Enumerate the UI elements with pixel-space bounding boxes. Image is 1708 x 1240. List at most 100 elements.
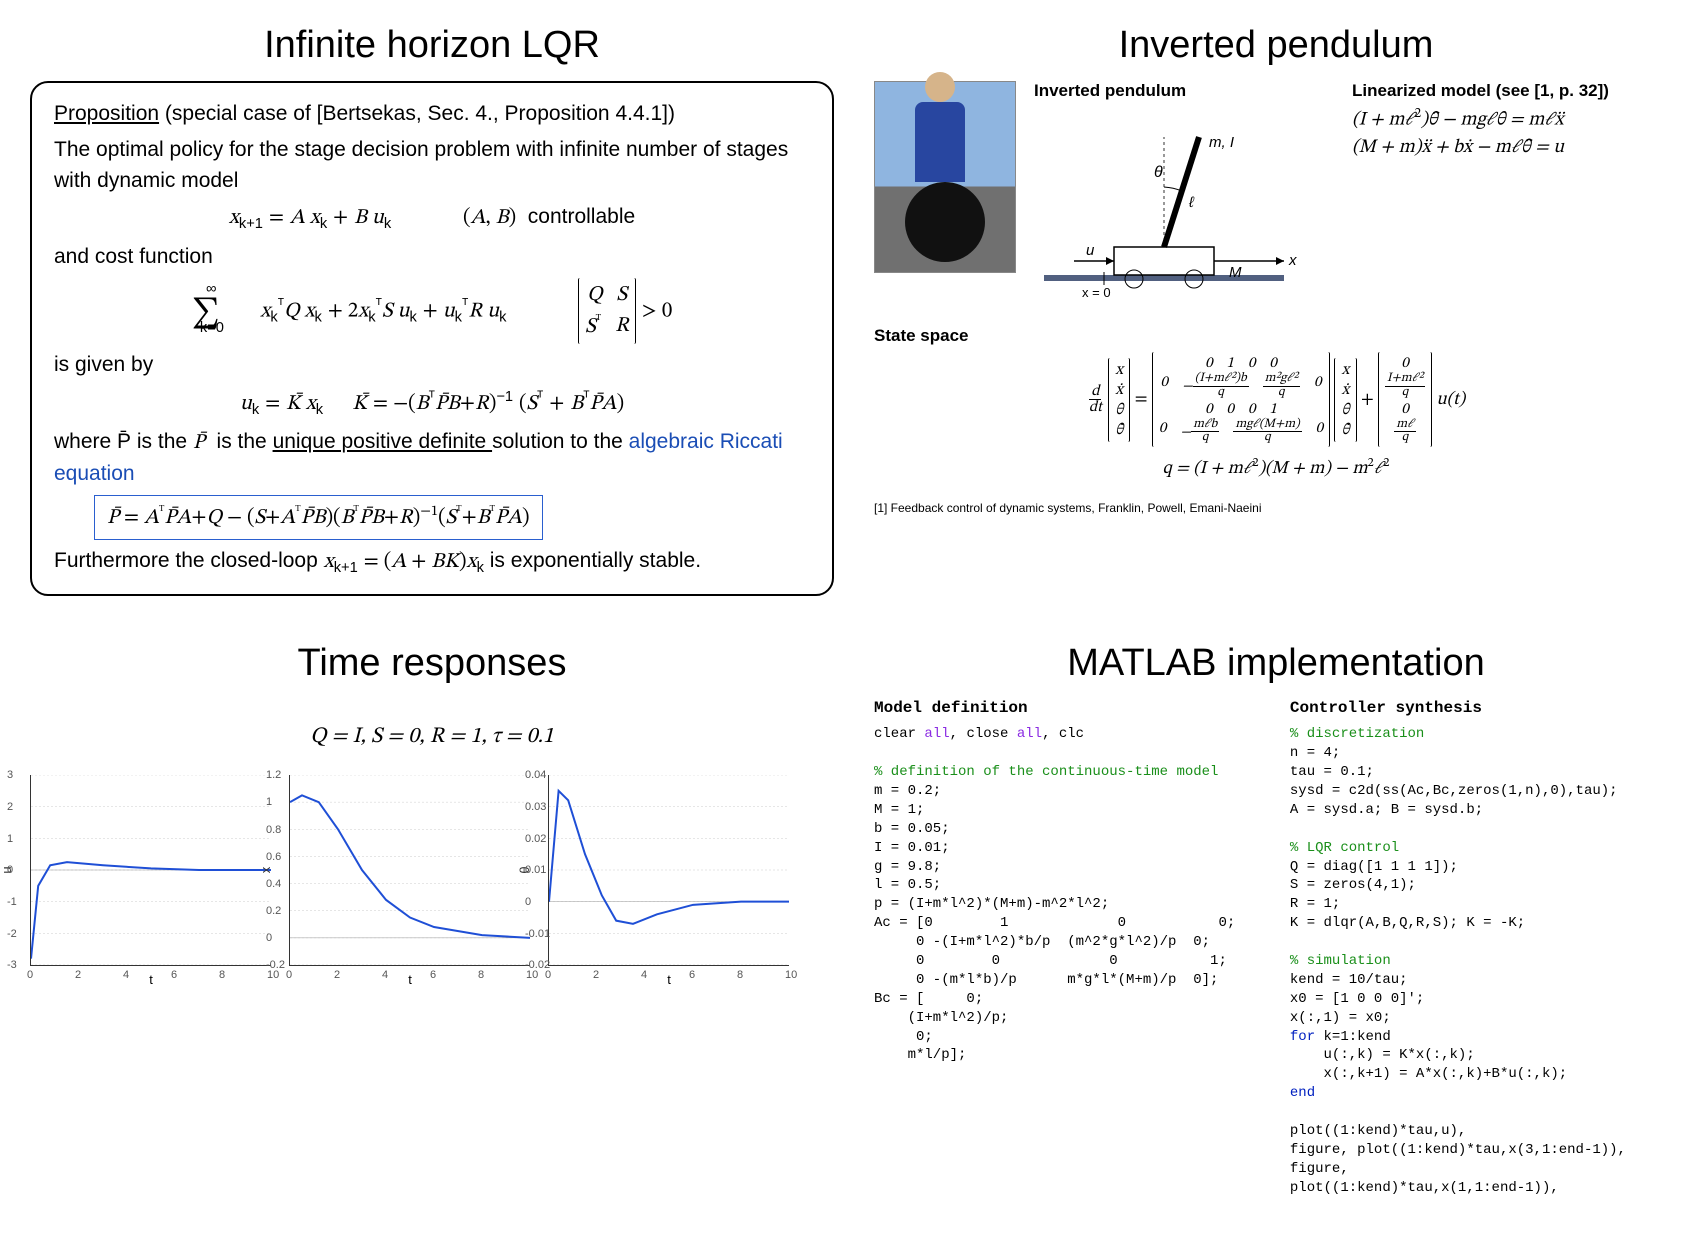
segway-head-icon	[925, 72, 955, 102]
solution-to: solution to the	[492, 430, 629, 453]
xtick: 4	[382, 969, 388, 981]
code-token: for	[1290, 1029, 1315, 1045]
plot-xlabel: t	[149, 972, 153, 987]
ytick: -0.2	[266, 959, 285, 971]
ytick: -3	[7, 959, 17, 971]
ytick: 0.04	[525, 769, 546, 781]
ytick: 3	[7, 769, 13, 781]
segway-wheel-icon	[905, 182, 985, 262]
panel-lqr: Infinite horizon LQR Proposition (specia…	[30, 20, 834, 618]
code-col-right: Controller synthesis % discretization n …	[1290, 699, 1676, 1197]
code-token: n = 4; tau = 0.1; sysd = c2d(ss(Ac,Bc,ze…	[1290, 745, 1618, 818]
xtick: 0	[27, 969, 33, 981]
ytick: 1	[266, 796, 272, 808]
svg-text:ℓ: ℓ	[1188, 194, 1195, 211]
ytick: 1	[7, 833, 13, 845]
code-token: kend = 10/tau; x0 = [1 0 0 0]'; x(:,1) =…	[1290, 972, 1424, 1026]
ss-title: State space	[874, 326, 1678, 346]
pendulum-top-row: Inverted pendulum u x M	[874, 81, 1678, 312]
svg-text:M: M	[1229, 264, 1242, 281]
xtick: 2	[75, 969, 81, 981]
code-token: all	[1017, 726, 1042, 742]
ytick: 0.2	[266, 905, 281, 917]
svg-text:x = 0: x = 0	[1082, 285, 1111, 300]
code-left: clear all, close all, clc % definition o…	[874, 725, 1260, 1065]
xtick: 6	[689, 969, 695, 981]
where-p-a: where P̄ is the	[54, 430, 193, 453]
ytick: 0.01	[525, 864, 546, 876]
where-p: where P̄ is the P̄ is the unique positiv…	[54, 427, 810, 489]
code-token: k=1:kend u(:,k) = K*x(:,k); x(:,k+1) = A…	[1290, 1029, 1567, 1083]
ytick: 0.03	[525, 801, 546, 813]
lin-eq1: (I + mℓ2)θ̈ − mgℓθ = mℓẍ	[1352, 107, 1609, 132]
cost-eq: ∑k=0∞ xkᵀQ xk + 2xkᵀS uk + ukᵀR uk QS Sᵀ…	[54, 278, 810, 344]
code-token: % discretization	[1290, 726, 1424, 742]
xtick: 8	[478, 969, 484, 981]
plot-1: xt-0.200.20.40.60.811.20246810	[289, 775, 530, 966]
xtick: 2	[593, 969, 599, 981]
code-token: clear	[874, 726, 924, 742]
ytick: -2	[7, 928, 17, 940]
ytick: 0.02	[525, 833, 546, 845]
segway-photo	[874, 81, 1016, 273]
controllable-text: controllable	[528, 205, 635, 228]
xtick: 10	[785, 969, 797, 981]
citation: [1] Feedback control of dynamic systems,…	[874, 501, 1678, 515]
xtick: 0	[286, 969, 292, 981]
code-token: plot((1:kend)*tau,u), figure, plot((1:ke…	[1290, 1123, 1626, 1196]
proposition-word: Proposition	[54, 102, 159, 125]
code-token: % definition of the continuous-time mode…	[874, 764, 1218, 780]
ytick: 0.6	[266, 851, 281, 863]
svg-text:u: u	[1086, 242, 1095, 259]
panel-pendulum: Inverted pendulum Inverted pendulum	[874, 20, 1678, 618]
code-token: , clc	[1042, 726, 1084, 742]
xtick: 6	[430, 969, 436, 981]
matlab-columns: Model definition clear all, close all, c…	[874, 699, 1678, 1197]
svg-text:θ: θ	[1154, 164, 1163, 181]
ytick: 0.4	[266, 878, 281, 890]
xtick: 8	[737, 969, 743, 981]
time-title: Time responses	[30, 642, 834, 685]
proposition-header: Proposition (special case of [Bertsekas,…	[54, 99, 810, 129]
u-eq: uk = K̄ xk K̄ = −(BᵀP̄B+R)−1 (Sᵀ + BᵀP̄A…	[54, 387, 810, 422]
matlab-title: MATLAB implementation	[874, 642, 1678, 685]
pendulum-diagram: Inverted pendulum u x M	[1034, 81, 1314, 312]
plot-0: ut-3-2-101230246810	[30, 775, 271, 966]
state-space-eq: ddt xẋθθ̇ = 0100 0−(I+mℓ²)bqm²gℓ²q0 0001…	[874, 352, 1678, 447]
right-code-title: Controller synthesis	[1290, 699, 1676, 717]
pendulum-svg: u x M x = 0 θ m, I	[1034, 107, 1314, 307]
left-code-title: Model definition	[874, 699, 1260, 717]
furthermore-c: is exponentially stable.	[490, 549, 701, 572]
ytick: 2	[7, 801, 13, 813]
pendulum-title: Inverted pendulum	[874, 24, 1678, 67]
xtick: 2	[334, 969, 340, 981]
proposition-box: Proposition (special case of [Bertsekas,…	[30, 81, 834, 596]
lin-title: Linearized model (see [1, p. 32])	[1352, 81, 1609, 101]
plots-row: ut-3-2-101230246810xt-0.200.20.40.60.811…	[30, 775, 834, 966]
q-def: q = (I + mℓ2)(M + m) − m2ℓ2	[874, 455, 1678, 481]
xtick: 4	[641, 969, 647, 981]
code-token: % simulation	[1290, 953, 1391, 969]
xtick: 8	[219, 969, 225, 981]
ytick: 1.2	[266, 769, 281, 781]
diagram-title: Inverted pendulum	[1034, 81, 1314, 101]
unique-pd: unique positive definite	[273, 430, 493, 453]
code-token: end	[1290, 1085, 1315, 1101]
plot-xlabel: t	[408, 972, 412, 987]
and-cost: and cost function	[54, 242, 810, 272]
svg-text:m, I: m, I	[1209, 134, 1234, 151]
slide-grid: Infinite horizon LQR Proposition (specia…	[0, 0, 1708, 1240]
code-token: , close	[950, 726, 1017, 742]
time-params: Q = I, S = 0, R = 1, τ = 0.1	[30, 723, 834, 751]
is-given-by: is given by	[54, 350, 810, 380]
code-token: Q = diag([1 1 1 1]); S = zeros(4,1); R =…	[1290, 859, 1525, 932]
code-token: m = 0.2; M = 1; b = 0.05; I = 0.01; g = …	[874, 783, 1235, 1063]
code-right: % discretization n = 4; tau = 0.1; sysd …	[1290, 725, 1676, 1197]
plot-ylabel: x	[258, 867, 273, 874]
code-token: all	[924, 726, 949, 742]
code-token: % LQR control	[1290, 840, 1399, 856]
lqr-title: Infinite horizon LQR	[30, 24, 834, 67]
xtick: 0	[545, 969, 551, 981]
linearized-model: Linearized model (see [1, p. 32]) (I + m…	[1352, 81, 1609, 160]
panel-matlab: MATLAB implementation Model definition c…	[874, 638, 1678, 1220]
